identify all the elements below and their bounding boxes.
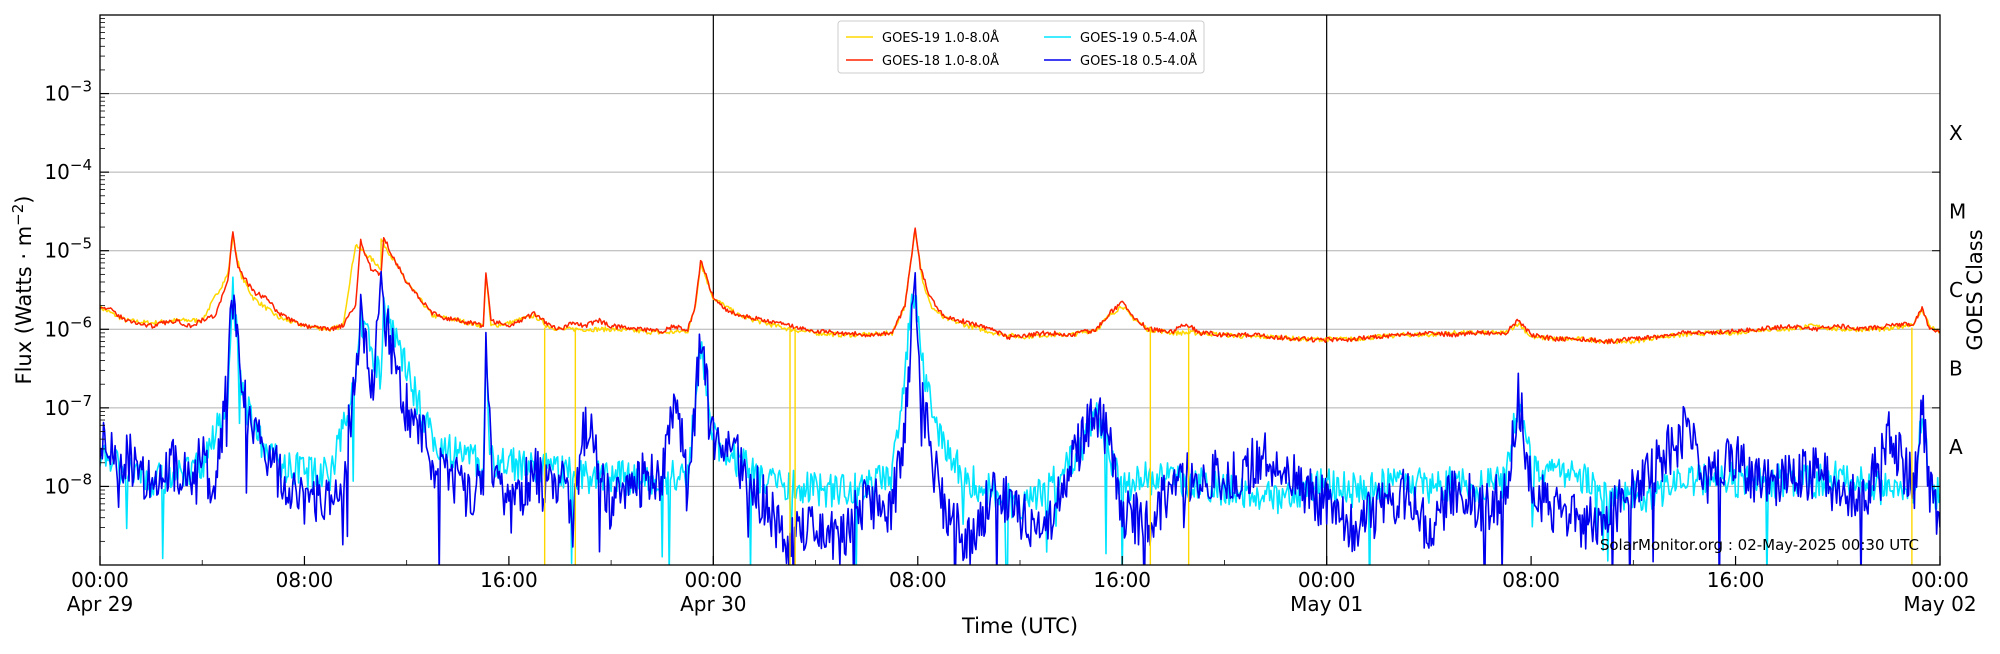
y-tick-label: 10−5 [44, 235, 92, 263]
x-tick-time: 08:00 [889, 568, 947, 592]
series-line [100, 227, 1940, 345]
y-axis-title: Flux (Watts · m−2) [9, 195, 36, 384]
y-tick-label: 10−4 [44, 156, 92, 184]
legend-label-goes18-short: GOES-18 0.5-4.0Å [1080, 53, 1197, 69]
goes-class-label: A [1949, 435, 1963, 459]
day-separators [712, 15, 1328, 565]
x-tick-time: 16:00 [1093, 568, 1151, 592]
x-tick-date: May 02 [1903, 592, 1976, 616]
y-tick-label: 10−3 [44, 78, 92, 106]
x-tick-time: 00:00 [685, 568, 743, 592]
x-tick-time: 16:00 [480, 568, 538, 592]
x-tick-time: 00:00 [1298, 568, 1356, 592]
goes-class-label: C [1949, 278, 1963, 302]
legend-label-goes19-short: GOES-19 0.5-4.0Å [1080, 30, 1197, 46]
x-tick-date: Apr 29 [67, 592, 133, 616]
x-axis-title: Time (UTC) [961, 614, 1078, 638]
credit-text: SolarMonitor.org : 02-May-2025 00:30 UTC [1600, 536, 1919, 554]
y-tick-label: 10−7 [44, 392, 92, 420]
x-tick-time: 00:00 [1911, 568, 1969, 592]
legend-box [837, 20, 1205, 74]
y-tick-label: 10−8 [44, 470, 92, 498]
goes-class-label: M [1949, 199, 1966, 223]
series-lines [100, 227, 1940, 565]
goes-class-label: X [1949, 121, 1963, 145]
goes-class-label: B [1949, 357, 1963, 381]
x-tick-time: 00:00 [71, 568, 129, 592]
x-tick-time: 08:00 [276, 568, 334, 592]
goes-class-axis-title: GOES Class [1963, 229, 1987, 350]
series-line [100, 270, 1940, 565]
x-tick-date: May 01 [1290, 592, 1363, 616]
grid [100, 93, 1940, 487]
legend-label-goes18-long: GOES-18 1.0-8.0Å [882, 53, 999, 69]
x-tick-time: 16:00 [1707, 568, 1765, 592]
y-tick-label: 10−6 [44, 313, 92, 341]
legend: GOES-19 1.0-8.0Å GOES-18 1.0-8.0Å GOES-1… [837, 20, 1205, 74]
legend-label-goes19-long: GOES-19 1.0-8.0Å [882, 30, 999, 46]
x-tick-date: Apr 30 [680, 592, 746, 616]
x-tick-time: 08:00 [1502, 568, 1560, 592]
